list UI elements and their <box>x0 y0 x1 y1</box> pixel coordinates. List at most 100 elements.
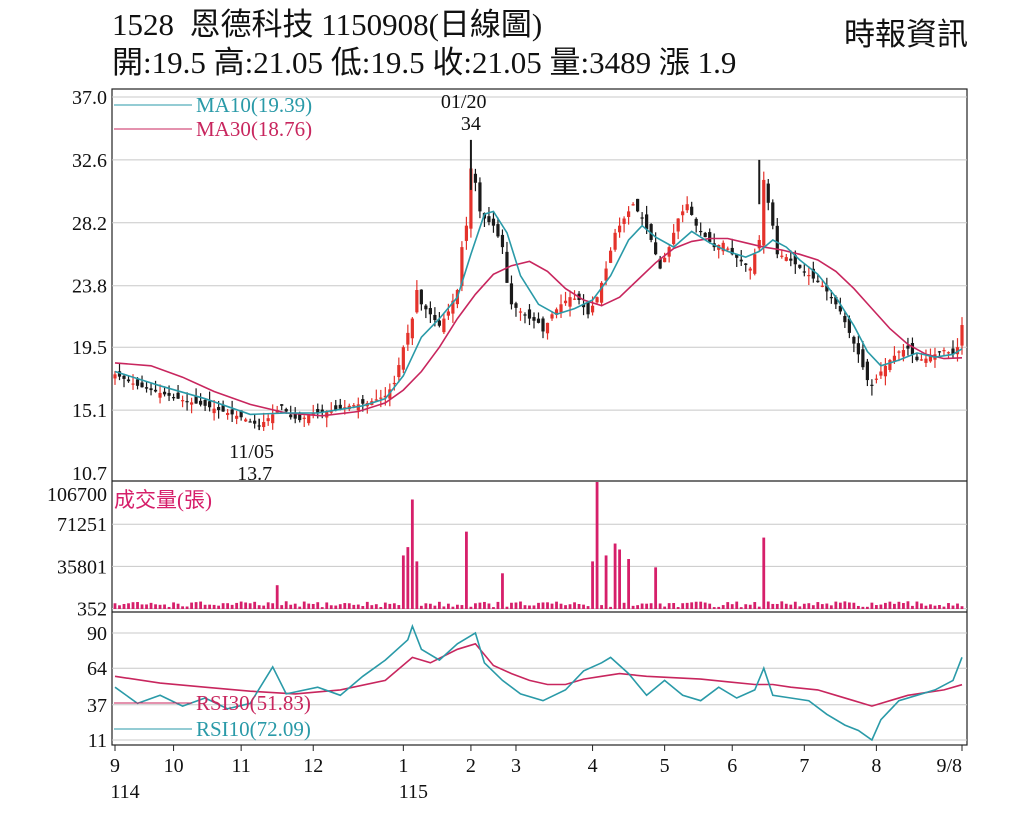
candle-body <box>356 404 360 411</box>
candle-body <box>158 392 162 398</box>
volume-bar <box>194 602 198 609</box>
volume-bar <box>113 603 117 609</box>
candle-body <box>753 254 757 274</box>
candle-body <box>703 232 707 238</box>
volume-bar <box>158 604 162 609</box>
volume-bar <box>568 604 572 609</box>
x-tick-label: 12 <box>303 755 323 777</box>
x-tick-label: 6 <box>727 755 737 777</box>
volume-bar <box>942 606 946 609</box>
volume-bar <box>199 601 203 609</box>
volume-bar <box>739 607 743 609</box>
candle-body <box>189 402 194 405</box>
volume-bar <box>528 605 531 609</box>
candle-body <box>135 379 140 386</box>
y-tick-label: 23.8 <box>72 276 107 298</box>
candle-body <box>807 274 811 277</box>
volume-bar <box>280 605 284 609</box>
candle-body <box>338 404 342 409</box>
volume-bar <box>262 605 266 609</box>
candle-body <box>334 405 338 411</box>
candle-body <box>379 397 383 399</box>
volume-bar <box>217 605 221 609</box>
volume-bar <box>465 531 468 609</box>
candle-body <box>730 247 734 255</box>
candle-body <box>320 409 324 413</box>
candle-body <box>645 214 649 230</box>
candle-body <box>856 343 860 355</box>
candle-body <box>793 255 797 265</box>
volume-bar <box>820 604 824 609</box>
volume-bar <box>253 601 257 609</box>
volume-bar <box>437 601 441 609</box>
rsi30-line <box>114 642 963 707</box>
candle-body <box>563 300 568 304</box>
candle-body <box>780 255 784 257</box>
volume-bar <box>176 603 180 609</box>
volume-bar <box>298 606 302 609</box>
candle-body <box>509 283 514 305</box>
candle-body <box>802 271 806 273</box>
volume-bar <box>924 605 928 609</box>
candle-body <box>117 371 122 377</box>
volume-bar <box>559 603 563 609</box>
candle-body <box>739 259 743 262</box>
candle-body <box>590 305 595 313</box>
volume-bar <box>879 604 883 609</box>
candle-body <box>235 415 239 419</box>
volume-bar <box>185 606 189 609</box>
volume-bar <box>555 601 558 609</box>
candle-body <box>847 318 851 333</box>
candle-body <box>559 304 563 313</box>
volume-bar <box>343 603 347 609</box>
volume-bar <box>649 603 653 609</box>
volume-bar <box>289 604 293 609</box>
candle-body <box>289 414 293 418</box>
candle-body <box>631 204 635 206</box>
candle-body <box>649 224 653 240</box>
candle-body <box>176 392 180 399</box>
candle-body <box>554 309 559 315</box>
candle-body <box>469 168 473 229</box>
candle-body <box>122 375 126 379</box>
volume-bar <box>717 606 721 609</box>
plot-frame <box>111 88 968 746</box>
candle-body <box>266 418 270 422</box>
candle-body <box>392 382 396 385</box>
candle-body <box>816 280 820 283</box>
volume-bar <box>699 601 703 609</box>
legend-rsi10: RSI10(72.09) <box>196 717 311 741</box>
candle-body <box>870 384 874 386</box>
volume-bar <box>645 603 649 609</box>
candle-body <box>460 247 464 286</box>
volume-bar <box>951 605 955 609</box>
volume-bar <box>807 603 811 609</box>
candle-body <box>946 352 951 354</box>
candle-body <box>217 407 221 411</box>
legend-rsi30: RSI30(51.83) <box>196 691 311 715</box>
volume-bar <box>744 604 748 609</box>
volume-bar <box>564 605 567 609</box>
candle-body <box>748 268 752 271</box>
volume-bar <box>334 605 338 609</box>
x-tick-year-label: 114 <box>110 781 139 803</box>
candle-body <box>208 401 212 408</box>
candle-body <box>203 399 207 406</box>
volume-bar <box>604 555 608 609</box>
stock-code: 1528 <box>112 7 174 42</box>
volume-bar <box>532 605 536 609</box>
candle-body <box>784 257 788 261</box>
volume-bar <box>501 573 504 609</box>
candle-body <box>942 350 946 352</box>
volume-bar <box>226 603 230 609</box>
volume-bar <box>356 604 360 609</box>
volume-bar <box>154 604 157 609</box>
volume-bar <box>816 602 820 609</box>
volume-bar <box>591 561 594 609</box>
ohlc-summary: 開:19.5 高:21.05 低:19.5 收:21.05 量:3489 漲 1… <box>112 45 737 80</box>
volume-bar <box>374 604 378 609</box>
x-tick-label: 7 <box>799 755 809 777</box>
legend-ma30: MA30(18.76) <box>196 117 312 141</box>
volume-bar <box>338 604 342 609</box>
candle-body <box>239 410 243 418</box>
